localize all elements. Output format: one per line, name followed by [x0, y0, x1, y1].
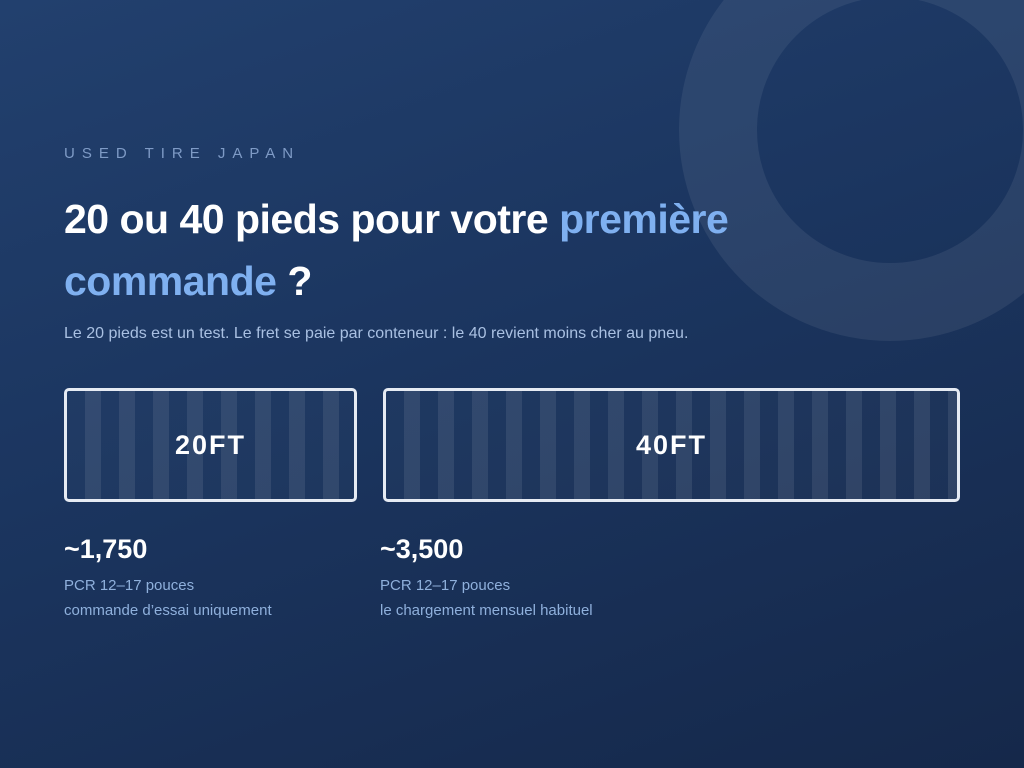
spec: PCR 12–17 pouces: [64, 577, 195, 594]
note: commande d’essai uniquement: [64, 602, 272, 619]
title-text: 20 ou 40 pieds pour votre: [64, 196, 560, 242]
container-20: 20FT: [64, 388, 357, 502]
tire-count: ~1,750: [64, 534, 148, 564]
container-40: 40FT: [383, 388, 960, 502]
note: le chargement mensuel habituel: [380, 602, 593, 619]
container-label: 40FT: [635, 429, 708, 460]
title-highlight: première commande: [64, 196, 729, 304]
title-suffix: ?: [276, 258, 312, 304]
ring: [679, 0, 1024, 341]
brand: USED TIRE JAPAN: [64, 145, 301, 162]
subtitle: Le 20 pieds est un test. Le fret se paie…: [64, 325, 689, 342]
tire-count: ~3,500: [380, 534, 464, 564]
spec: PCR 12–17 pouces: [380, 577, 511, 594]
title: 20 ou 40 pieds pour votre première comma…: [64, 188, 864, 312]
container-label: 20FT: [174, 429, 247, 460]
